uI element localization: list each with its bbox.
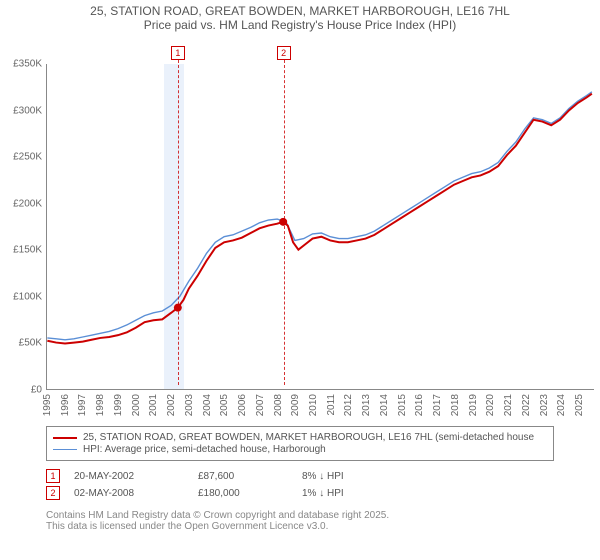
flag-marker: 2: [277, 46, 291, 60]
sale-date: 20-MAY-2002: [74, 471, 184, 482]
sale-flag-icon: 2: [46, 486, 60, 500]
flag-marker: 1: [171, 46, 185, 60]
sale-flag-icon: 1: [46, 469, 60, 483]
sale-diff: 8% ↓ HPI: [302, 471, 392, 482]
footer-line-2: This data is licensed under the Open Gov…: [46, 521, 554, 532]
y-tick-label: £100K: [0, 291, 42, 302]
sales-table: 1 20-MAY-2002 £87,600 8% ↓ HPI 2 02-MAY-…: [46, 469, 554, 500]
legend-box: 25, STATION ROAD, GREAT BOWDEN, MARKET H…: [46, 426, 554, 461]
series-line-price_paid: [47, 94, 592, 344]
sale-diff: 1% ↓ HPI: [302, 488, 392, 499]
y-tick-label: £200K: [0, 198, 42, 209]
y-tick-label: £250K: [0, 152, 42, 163]
sale-price: £180,000: [198, 488, 288, 499]
chart-title: 25, STATION ROAD, GREAT BOWDEN, MARKET H…: [0, 0, 600, 32]
legend-label-hpi: HPI: Average price, semi-detached house,…: [83, 444, 326, 455]
flag-stem: [284, 60, 285, 385]
footer-line-1: Contains HM Land Registry data © Crown c…: [46, 510, 554, 521]
title-line-2: Price paid vs. HM Land Registry's House …: [0, 18, 600, 32]
sale-date: 02-MAY-2008: [74, 488, 184, 499]
sale-price: £87,600: [198, 471, 288, 482]
legend-swatch-price-paid: [53, 437, 77, 439]
y-tick-label: £0: [0, 385, 42, 396]
x-tick-label: 2025: [574, 394, 600, 416]
legend-row-hpi: HPI: Average price, semi-detached house,…: [53, 444, 547, 455]
y-tick-label: £300K: [0, 105, 42, 116]
chart-container: £0£50K£100K£150K£200K£250K£300K£350K 12 …: [0, 32, 600, 420]
y-tick-label: £350K: [0, 59, 42, 70]
flag-stem: [178, 60, 179, 385]
title-line-1: 25, STATION ROAD, GREAT BOWDEN, MARKET H…: [0, 4, 600, 18]
legend-label-price-paid: 25, STATION ROAD, GREAT BOWDEN, MARKET H…: [83, 432, 534, 443]
table-row: 1 20-MAY-2002 £87,600 8% ↓ HPI: [46, 469, 554, 483]
legend-row-price-paid: 25, STATION ROAD, GREAT BOWDEN, MARKET H…: [53, 432, 547, 443]
legend-swatch-hpi: [53, 449, 77, 450]
chart-svg: [47, 64, 594, 389]
footer-attribution: Contains HM Land Registry data © Crown c…: [46, 510, 554, 532]
y-tick-label: £150K: [0, 245, 42, 256]
series-line-hpi: [47, 92, 592, 340]
table-row: 2 02-MAY-2008 £180,000 1% ↓ HPI: [46, 486, 554, 500]
plot-area: 12: [46, 64, 594, 390]
y-tick-label: £50K: [0, 338, 42, 349]
